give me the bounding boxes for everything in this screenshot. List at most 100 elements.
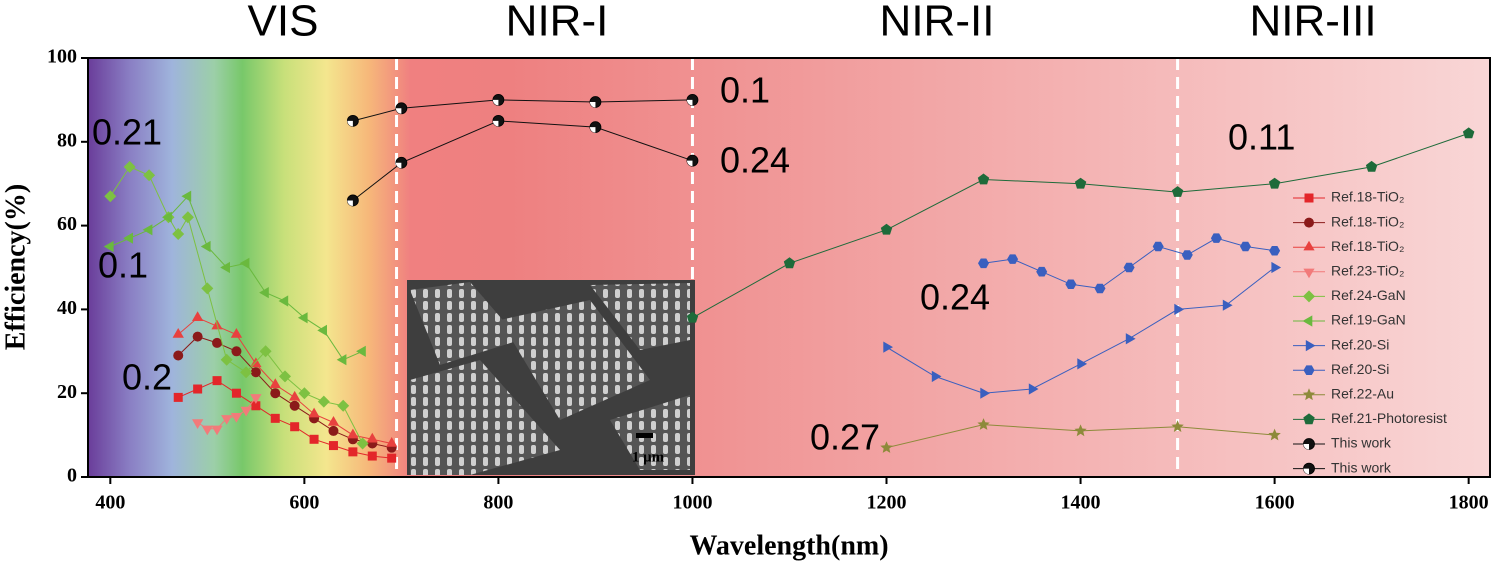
marker xyxy=(347,428,359,439)
marker xyxy=(1074,177,1087,189)
x-tick-label: 1000 xyxy=(672,492,712,514)
pillar-array xyxy=(410,360,560,475)
marker xyxy=(231,346,242,357)
marker xyxy=(289,390,301,401)
marker xyxy=(1222,299,1233,311)
marker xyxy=(931,370,942,383)
legend-label: This work xyxy=(1331,459,1392,475)
marker xyxy=(251,401,261,411)
marker xyxy=(1152,241,1164,252)
marker xyxy=(298,387,311,400)
marker-highlight xyxy=(347,120,353,127)
marker xyxy=(1174,303,1185,315)
marker xyxy=(1074,424,1087,437)
marker xyxy=(250,367,261,378)
marker xyxy=(337,399,350,412)
marker xyxy=(686,311,699,323)
marker xyxy=(290,422,300,432)
region-label: NIR-II xyxy=(880,0,995,46)
legend-label: This work xyxy=(1331,435,1392,451)
y-tick-label: 40 xyxy=(57,297,77,319)
legend-label: Ref.21-Photoresist xyxy=(1331,410,1447,426)
marker xyxy=(123,160,136,173)
marker xyxy=(317,324,327,336)
marker xyxy=(977,173,990,185)
x-tick-label: 1200 xyxy=(867,492,907,514)
marker xyxy=(270,388,281,399)
marker xyxy=(1269,246,1281,256)
legend-label: Ref.23-TiO₂ xyxy=(1331,263,1404,279)
legend-label: Ref.19-GaN xyxy=(1331,312,1406,328)
marker xyxy=(1303,240,1315,251)
legend-label: Ref.24-GaN xyxy=(1331,287,1406,303)
y-tick-label: 0 xyxy=(67,465,77,487)
marker-highlight xyxy=(395,162,402,169)
marker xyxy=(297,312,308,324)
legend-label: Ref.20-Si xyxy=(1331,361,1389,377)
x-tick-label: 800 xyxy=(483,492,513,514)
marker xyxy=(880,223,893,235)
region-label: VIS xyxy=(248,0,319,46)
marker xyxy=(328,425,339,436)
marker xyxy=(883,341,893,353)
marker xyxy=(1028,383,1039,395)
marker xyxy=(193,384,203,394)
marker xyxy=(103,240,114,253)
y-tick-label: 20 xyxy=(57,381,77,403)
pillar-array xyxy=(500,300,650,420)
pillar-array xyxy=(590,283,690,350)
marker xyxy=(783,257,796,269)
marker xyxy=(1268,428,1281,441)
marker xyxy=(104,190,117,203)
marker xyxy=(181,190,192,202)
pillar-array xyxy=(410,282,520,365)
marker xyxy=(1303,365,1315,375)
marker xyxy=(1210,233,1222,243)
marker xyxy=(279,370,291,383)
marker xyxy=(201,425,213,436)
marker xyxy=(1065,279,1077,289)
marker xyxy=(1094,283,1106,294)
x-axis-label: Wavelength(nm) xyxy=(689,530,888,561)
marker xyxy=(240,406,252,417)
marker-highlight xyxy=(686,99,693,106)
annotation: 0.11 xyxy=(1228,117,1295,158)
annotation: 0.24 xyxy=(920,277,990,318)
marker xyxy=(327,416,340,426)
marker-highlight xyxy=(1303,444,1309,450)
marker xyxy=(1077,358,1088,370)
marker xyxy=(1125,333,1136,345)
marker xyxy=(309,434,319,444)
marker xyxy=(977,418,990,430)
marker xyxy=(269,378,281,389)
marker xyxy=(221,415,233,425)
marker xyxy=(123,232,133,244)
marker xyxy=(142,224,153,236)
marker-highlight xyxy=(492,99,499,106)
marker xyxy=(250,394,262,404)
marker xyxy=(980,387,990,399)
marker xyxy=(212,337,223,348)
marker xyxy=(259,345,272,358)
legend xyxy=(1290,186,1488,476)
marker xyxy=(192,311,204,321)
region-label: NIR-I xyxy=(506,0,609,46)
marker xyxy=(1302,315,1313,327)
marker xyxy=(231,388,241,398)
marker xyxy=(1303,290,1315,303)
annotation: 0.1 xyxy=(98,245,148,286)
marker-highlight xyxy=(395,108,402,114)
y-axis-label: Efficiency(%) xyxy=(0,184,31,350)
y-tick-label: 60 xyxy=(57,213,77,235)
marker-highlight xyxy=(347,200,353,206)
scale-label: 1 μm xyxy=(632,449,665,465)
marker xyxy=(230,328,243,338)
marker xyxy=(356,345,366,357)
x-tick-label: 600 xyxy=(289,492,319,514)
x-tick-label: 1400 xyxy=(1061,492,1101,514)
marker xyxy=(367,451,377,461)
marker-highlight xyxy=(686,160,693,167)
marker xyxy=(172,228,185,240)
plot-frame xyxy=(87,57,1491,478)
marker-highlight xyxy=(589,127,596,133)
